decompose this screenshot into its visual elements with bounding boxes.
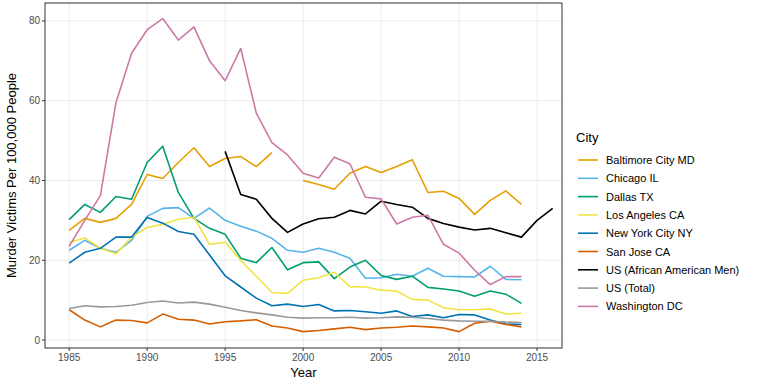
tick-label-x: 1990 [136, 352, 159, 363]
legend-label: Washington DC [606, 300, 683, 312]
tick-label-y: 20 [29, 255, 41, 266]
tick-y [42, 20, 45, 21]
tick-y [42, 100, 45, 101]
tick-label-x: 2010 [448, 352, 471, 363]
series-line [303, 160, 521, 215]
grid-line-x [303, 3, 304, 348]
tick-x [537, 348, 538, 351]
legend-label: US (African American Men) [606, 264, 739, 276]
grid-line-x [537, 3, 538, 348]
legend-label: US (Total) [606, 282, 655, 294]
plot-frame [45, 3, 562, 348]
tick-x [225, 348, 226, 351]
tick-label-y: 80 [29, 15, 41, 26]
legend-key [578, 269, 598, 271]
tick-y [42, 180, 45, 181]
legend-label: Chicago IL [606, 172, 659, 184]
series-lines [69, 19, 552, 332]
tick-label-x: 1995 [214, 352, 237, 363]
legend-label: Dallas TX [606, 191, 654, 203]
legend-key [578, 214, 598, 216]
legend-key [578, 196, 598, 198]
legend-key [578, 306, 598, 308]
axis-title-x: Year [290, 365, 317, 380]
tick-label-x: 2015 [526, 352, 549, 363]
grid-line-x [69, 3, 70, 348]
series-line [69, 19, 521, 285]
series-line [69, 148, 272, 231]
legend-key [578, 251, 598, 253]
tick-x [69, 348, 70, 351]
axis-title-y: Murder Victims Per 100,000 People [4, 73, 19, 278]
legend-label: New York City NY [606, 227, 693, 239]
tick-label-y: 0 [34, 335, 40, 346]
series-line [69, 301, 521, 323]
tick-y [42, 340, 45, 341]
series-line [225, 151, 553, 237]
grid-line-x [459, 3, 460, 348]
tick-x [459, 348, 460, 351]
tick-label-y: 60 [29, 95, 41, 106]
tick-x [381, 348, 382, 351]
legend-key [578, 232, 598, 234]
tick-label-x: 1985 [58, 352, 81, 363]
series-line [69, 146, 521, 303]
legend-label: San Jose CA [606, 246, 671, 258]
legend-label: Los Angeles CA [606, 209, 685, 221]
series-line [69, 218, 521, 325]
grid-line-x [225, 3, 226, 348]
chart: 0 20 40 60 80 1985 1990 1995 2000 2005 2010 2015 Yea… [0, 0, 768, 384]
legend-key [578, 178, 598, 180]
legend-key [578, 159, 598, 161]
tick-label-x: 2005 [370, 352, 393, 363]
grid-line-x [381, 3, 382, 348]
series-line [69, 217, 521, 314]
series-line [69, 208, 521, 280]
tick-label-y: 40 [29, 175, 41, 186]
tick-x [303, 348, 304, 351]
tick-x [147, 348, 148, 351]
tick-label-x: 2000 [292, 352, 315, 363]
legend-key [578, 287, 598, 289]
tick-y [42, 260, 45, 261]
legend-label: Baltimore City MD [606, 154, 695, 166]
plot-background [45, 3, 562, 348]
legend-title: City [576, 130, 599, 145]
